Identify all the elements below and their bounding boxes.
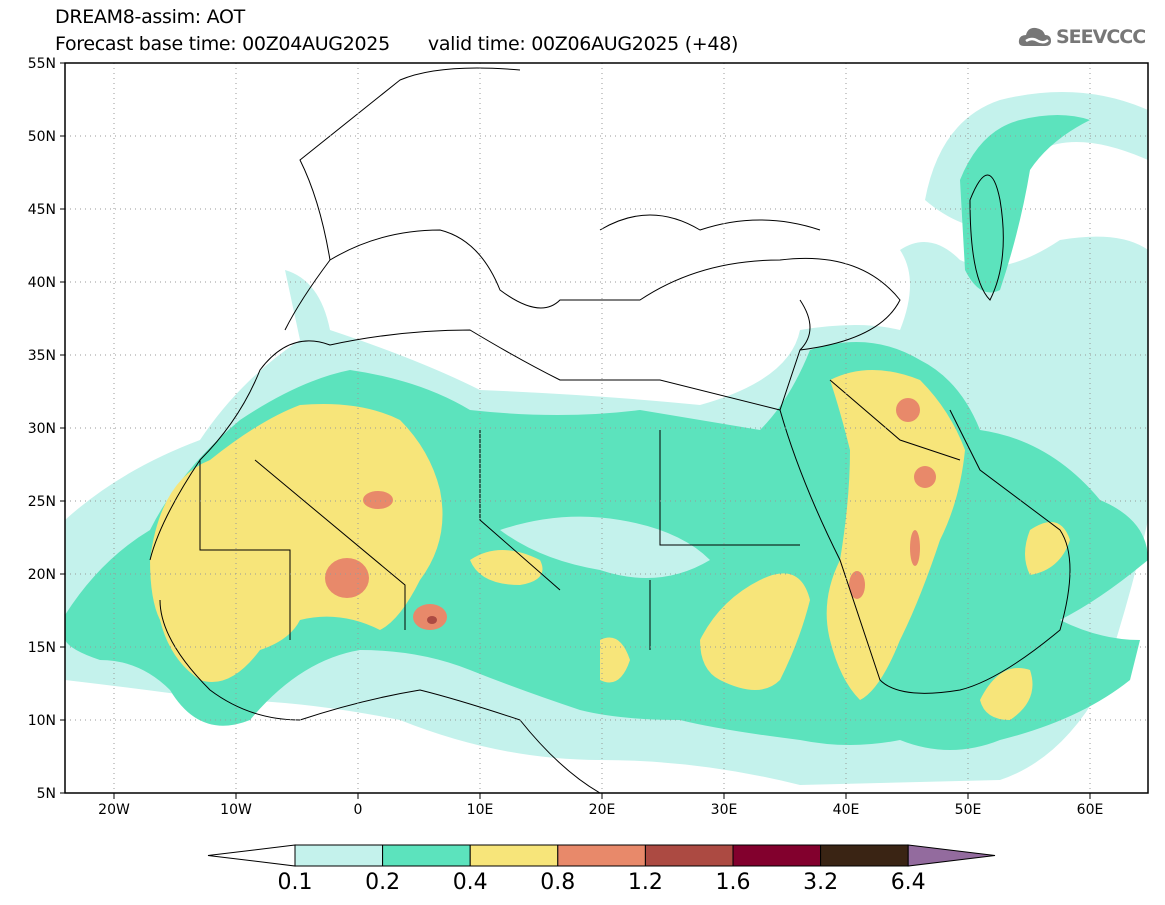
lon-label: 40E (833, 802, 860, 818)
lon-label: 0 (354, 802, 363, 818)
aot-contour-0.4-sudan (700, 573, 810, 690)
colorbar-bin (469, 844, 559, 867)
lon-label: 30E (711, 802, 738, 818)
aot-contour-0.2-caspian (960, 115, 1090, 293)
colorbar-label: 0.1 (277, 870, 313, 895)
valid-time: valid time: 00Z06AUG2025 (+48) (427, 33, 739, 55)
lat-label: 55N (28, 56, 56, 72)
colorbar-label: 0.4 (452, 870, 488, 895)
colorbar-label: 6.4 (890, 870, 926, 895)
aot-contour-0.4 (150, 404, 443, 682)
cloud-icon (1018, 27, 1051, 46)
coastlines (149, 67, 1071, 793)
lat-label: 30N (28, 421, 56, 437)
colorbar-bin (557, 844, 646, 867)
colorbar-bin (382, 844, 471, 867)
aot-contour-0.4-chad (600, 637, 630, 683)
colorbar-label: 1.2 (627, 870, 663, 895)
aot-contour-0.4-oman (1025, 522, 1070, 575)
colorbar-bin (732, 844, 822, 867)
map-title: DREAM8-assim: AOT (55, 6, 245, 28)
base-time: Forecast base time: 00Z04AUG2025 (55, 33, 390, 55)
lat-axis: 55N 50N 45N 40N 35N 30N 25N 20N 15N 10N 5N (28, 56, 65, 802)
colorbar-upper-arrow (907, 844, 996, 867)
lon-label: 10W (220, 802, 252, 818)
lat-label: 45N (28, 202, 56, 218)
colorbar (207, 844, 996, 867)
lon-label: 60E (1077, 802, 1104, 818)
lat-label: 15N (28, 640, 56, 656)
graticule (65, 63, 1148, 793)
lon-axis: 20W 10W 0 10E 20E 30E 40E 50E 60E (98, 793, 1103, 818)
lat-label: 10N (28, 713, 56, 729)
colorbar-label: 1.6 (715, 870, 751, 895)
colorbar-bin (294, 844, 384, 867)
colorbar-bin (820, 844, 909, 867)
aot-contour-0.4-yemen (980, 668, 1033, 720)
lat-label: 35N (28, 348, 56, 364)
lat-label: 25N (28, 494, 56, 510)
lat-label: 50N (28, 129, 56, 145)
colorbar-bin (644, 844, 734, 867)
lon-label: 20E (589, 802, 616, 818)
time-info: Forecast base time: 00Z04AUG2025 valid ti… (55, 33, 776, 55)
lon-label: 50E (955, 802, 982, 818)
colorbar-label: 0.2 (365, 870, 401, 895)
lon-label: 20W (98, 802, 130, 818)
lat-label: 40N (28, 275, 56, 291)
seevccc-logo: SEEVCCC (1018, 24, 1146, 50)
aot-field (65, 63, 1148, 793)
aot-gap (500, 516, 710, 578)
aot-contour-1.2 (427, 616, 437, 624)
lat-label: 20N (28, 567, 56, 583)
lon-label: 10E (467, 802, 494, 818)
lat-label: 5N (37, 786, 56, 802)
colorbar-lower-arrow (207, 844, 296, 867)
aot-contour-0.4-arabia (826, 370, 965, 700)
colorbar-label: 0.8 (540, 870, 576, 895)
colorbar-label: 3.2 (803, 870, 839, 895)
